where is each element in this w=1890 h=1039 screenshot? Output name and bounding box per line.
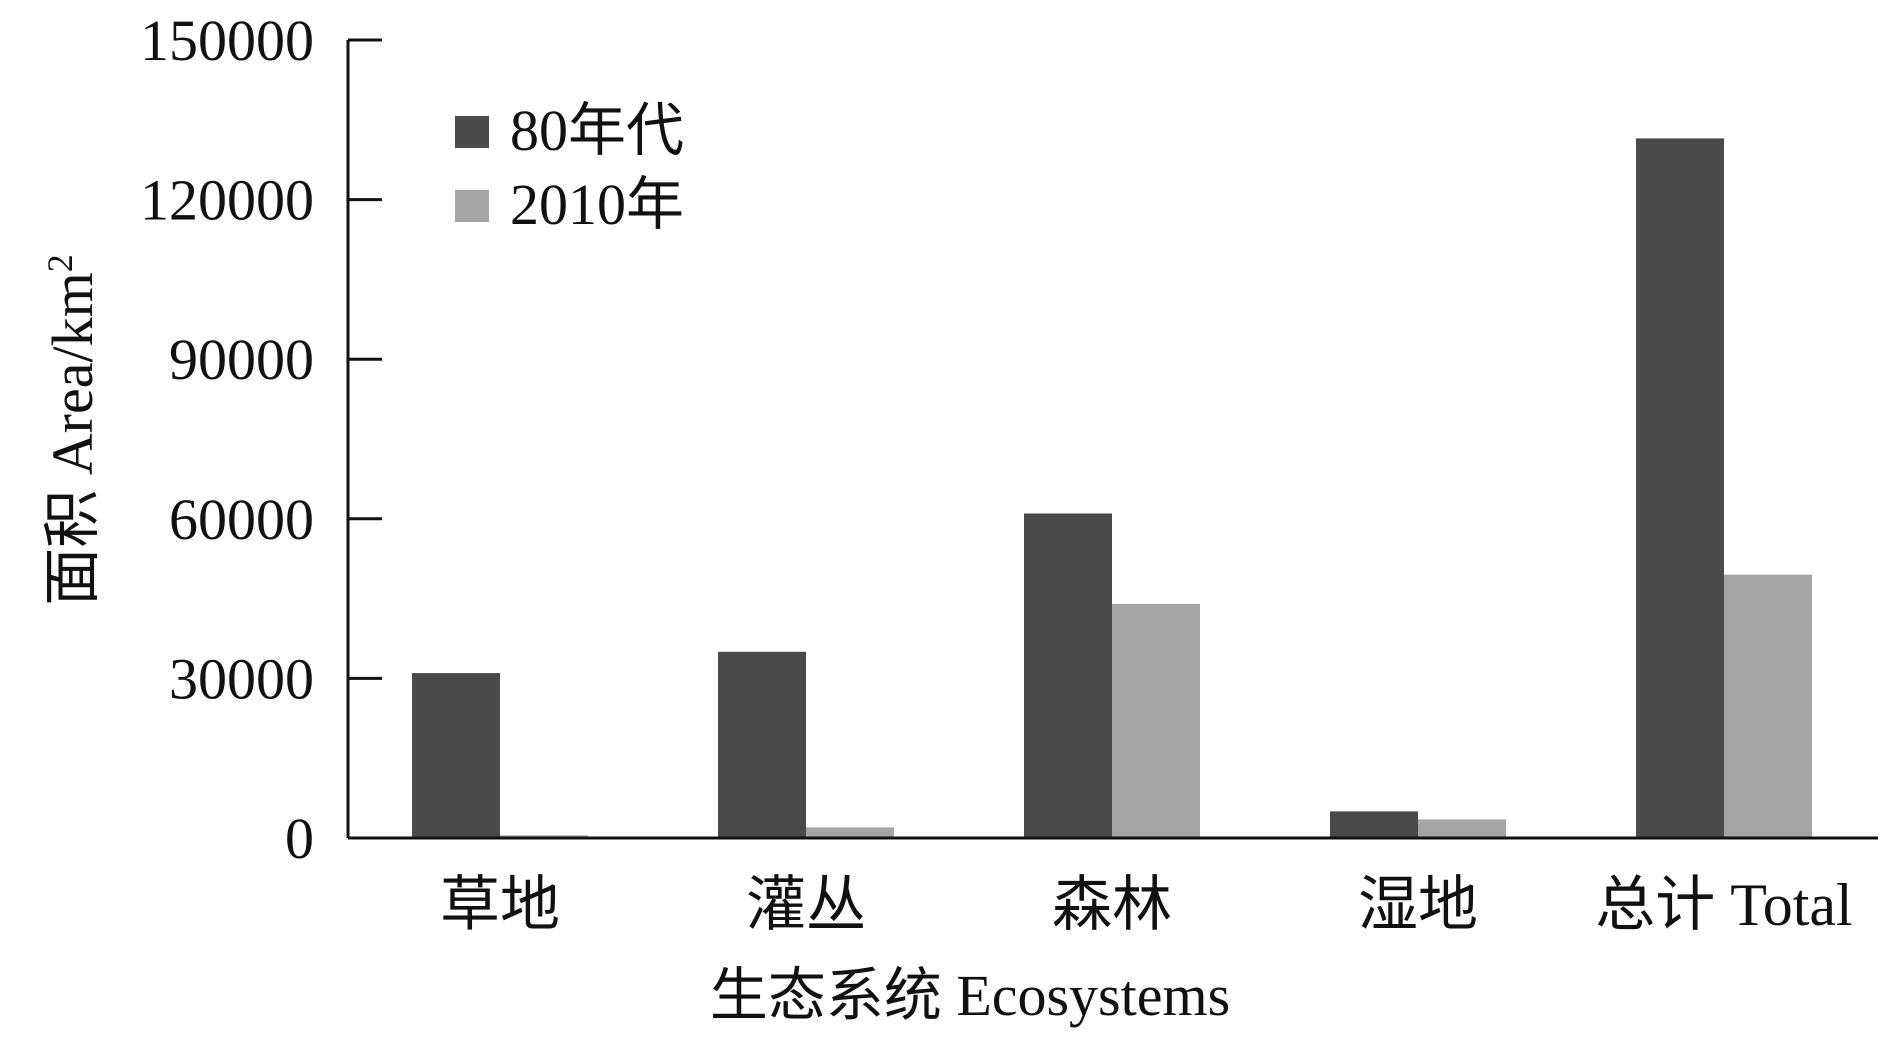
- legend-label: 2010年: [510, 172, 684, 237]
- y-tick-label: 60000: [169, 487, 314, 552]
- y-axis-title-superscript: 2: [40, 254, 80, 272]
- x-category-label: 总计 Total: [1595, 872, 1852, 938]
- bar: [1418, 819, 1506, 838]
- x-category-labels: 草地 灌丛 森林 湿地 总计 Total: [440, 872, 1853, 938]
- x-category-label: 灌丛: [746, 872, 866, 938]
- y-tick-label: 0: [285, 806, 314, 871]
- legend-label: 80年代: [510, 98, 684, 163]
- bar: [718, 651, 806, 838]
- x-category-label: 草地: [440, 872, 560, 938]
- y-tick-label: 150000: [140, 8, 314, 73]
- y-ticks-group: 0 30000 60000 90000 120000 150000: [140, 8, 382, 871]
- legend: 80年代 2010年: [455, 98, 684, 237]
- bars-group: [412, 138, 1812, 839]
- bar: [1024, 513, 1112, 838]
- bar: [1330, 811, 1418, 838]
- x-axis-title: 生态系统 Ecosystems: [710, 963, 1230, 1028]
- bar: [806, 827, 894, 838]
- y-axis-title-text: 面积 Area/km: [40, 272, 105, 605]
- x-category-label: 湿地: [1358, 872, 1478, 938]
- y-axis-title: 面积 Area/km2: [40, 254, 105, 605]
- bar: [412, 673, 500, 838]
- legend-swatch: [455, 190, 489, 222]
- bar: [1112, 603, 1200, 838]
- y-tick-label: 90000: [169, 327, 314, 392]
- bar: [1636, 138, 1724, 839]
- y-tick-label: 30000: [169, 646, 314, 711]
- bar: [1724, 574, 1812, 838]
- x-category-label: 森林: [1052, 872, 1172, 938]
- y-tick-label: 120000: [140, 168, 314, 233]
- legend-swatch: [455, 116, 489, 148]
